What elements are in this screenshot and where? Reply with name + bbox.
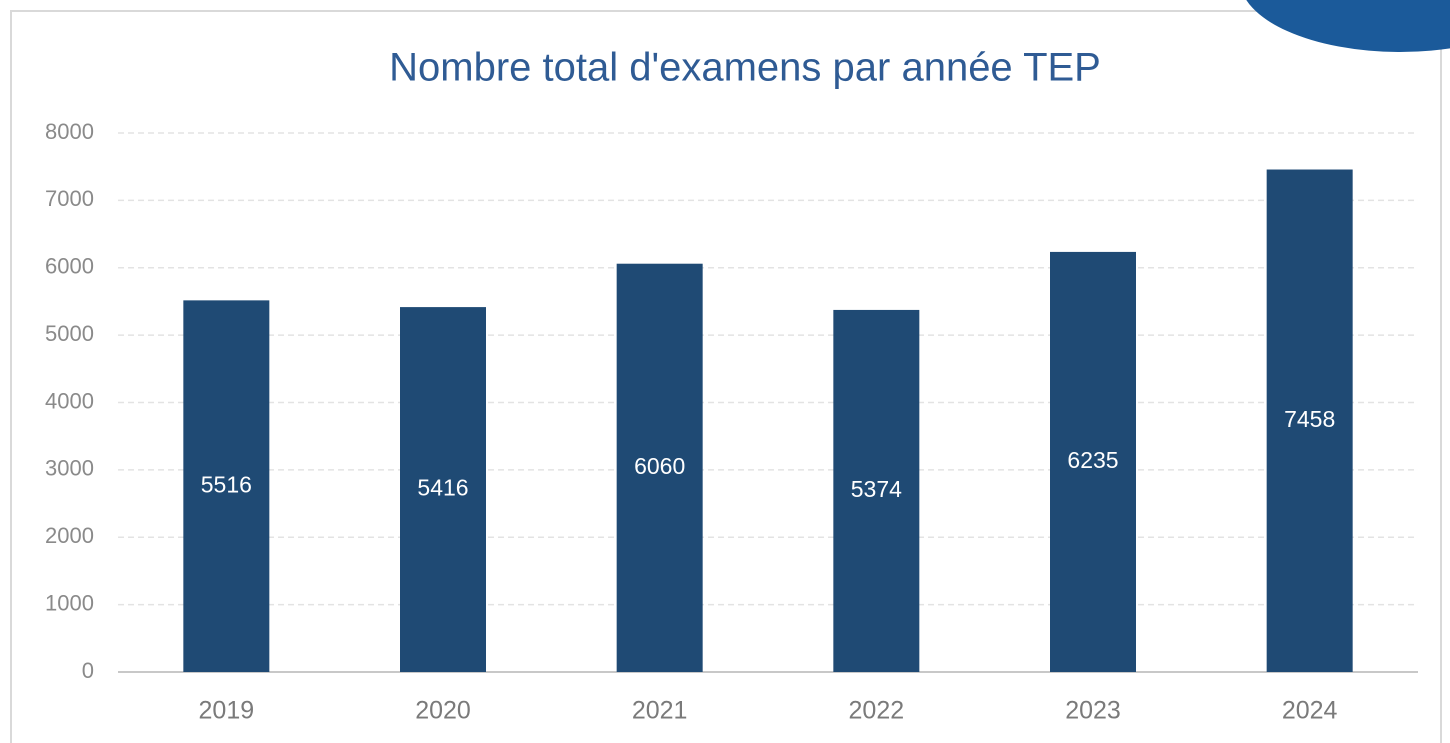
x-tick-label: 2022 [849,697,905,725]
y-tick-label: 1000 [45,590,94,615]
data-label: 5416 [417,475,468,501]
bar [1266,169,1353,672]
decoration [1246,0,1450,52]
bar [616,263,703,672]
y-tick-label: 7000 [45,186,94,211]
y-tick-label: 3000 [45,456,94,481]
x-tick-label: 2021 [632,697,688,725]
data-label: 6235 [1067,447,1118,473]
chart-title: Nombre total d'examens par année TEP [389,46,1101,90]
y-tick-label: 6000 [45,254,94,279]
y-tick-label: 5000 [45,321,94,346]
data-label: 5516 [201,471,252,497]
bar [1050,251,1136,672]
x-tick-label: 2024 [1282,697,1338,725]
x-tick-label: 2020 [415,697,471,725]
y-tick-label: 8000 [45,119,94,144]
data-label: 6060 [634,453,685,479]
y-tick-label: 4000 [45,388,94,413]
bar [400,307,486,672]
x-tick-label: 2023 [1065,697,1121,725]
data-label: 7458 [1284,406,1335,432]
y-tick-label: 0 [82,658,94,683]
bar [833,309,920,672]
x-tick-label: 2019 [199,697,255,725]
data-label: 5374 [851,476,902,502]
y-tick-label: 2000 [45,523,94,548]
bar [183,300,270,672]
